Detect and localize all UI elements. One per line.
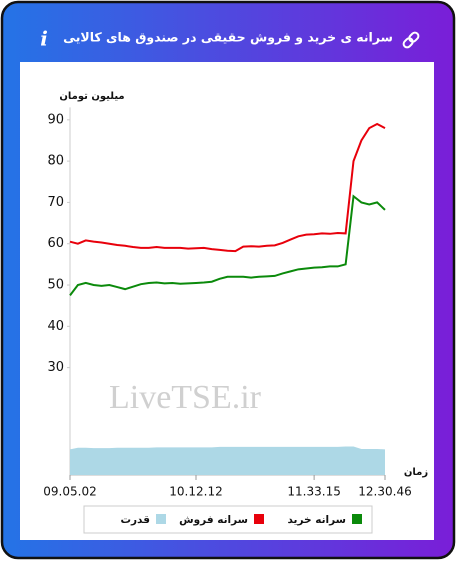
y-tick-label: 90 xyxy=(47,112,64,127)
line xyxy=(69,122,386,253)
y-tick-label: 50 xyxy=(47,278,64,293)
watermark: LiveTSE.ir xyxy=(109,379,262,416)
y-tick-label: 40 xyxy=(47,319,64,334)
legend-swatch xyxy=(254,514,264,524)
legend-label: سرانه خرید xyxy=(287,514,346,526)
line xyxy=(69,194,386,296)
area xyxy=(70,446,385,475)
x-tick-label: 09.05.02 xyxy=(43,485,96,499)
legend-swatch xyxy=(352,514,362,524)
legend-swatch xyxy=(156,514,166,524)
x-tick-label: 11.33.15 xyxy=(287,485,340,499)
y-axis-label: میلیون تومان xyxy=(59,91,124,102)
x-tick-label: 12.30.46 xyxy=(358,485,411,499)
y-tick-label: 30 xyxy=(47,360,64,375)
y-tick-label: 70 xyxy=(47,195,64,210)
link-icon[interactable] xyxy=(402,31,420,49)
y-tick-label: 60 xyxy=(47,236,64,251)
y-tick-label: 80 xyxy=(47,154,64,169)
legend-label: قدرت xyxy=(120,514,150,526)
chart-title: سرانه ی خرید و فروش حقیقی در صندوق های ک… xyxy=(63,30,393,45)
x-tick-label: 10.12.12 xyxy=(169,485,222,499)
x-axis-label: زمان xyxy=(404,467,428,478)
legend-box xyxy=(83,505,373,534)
legend-label: سرانه فروش xyxy=(179,514,248,526)
info-icon[interactable]: i xyxy=(40,27,48,51)
